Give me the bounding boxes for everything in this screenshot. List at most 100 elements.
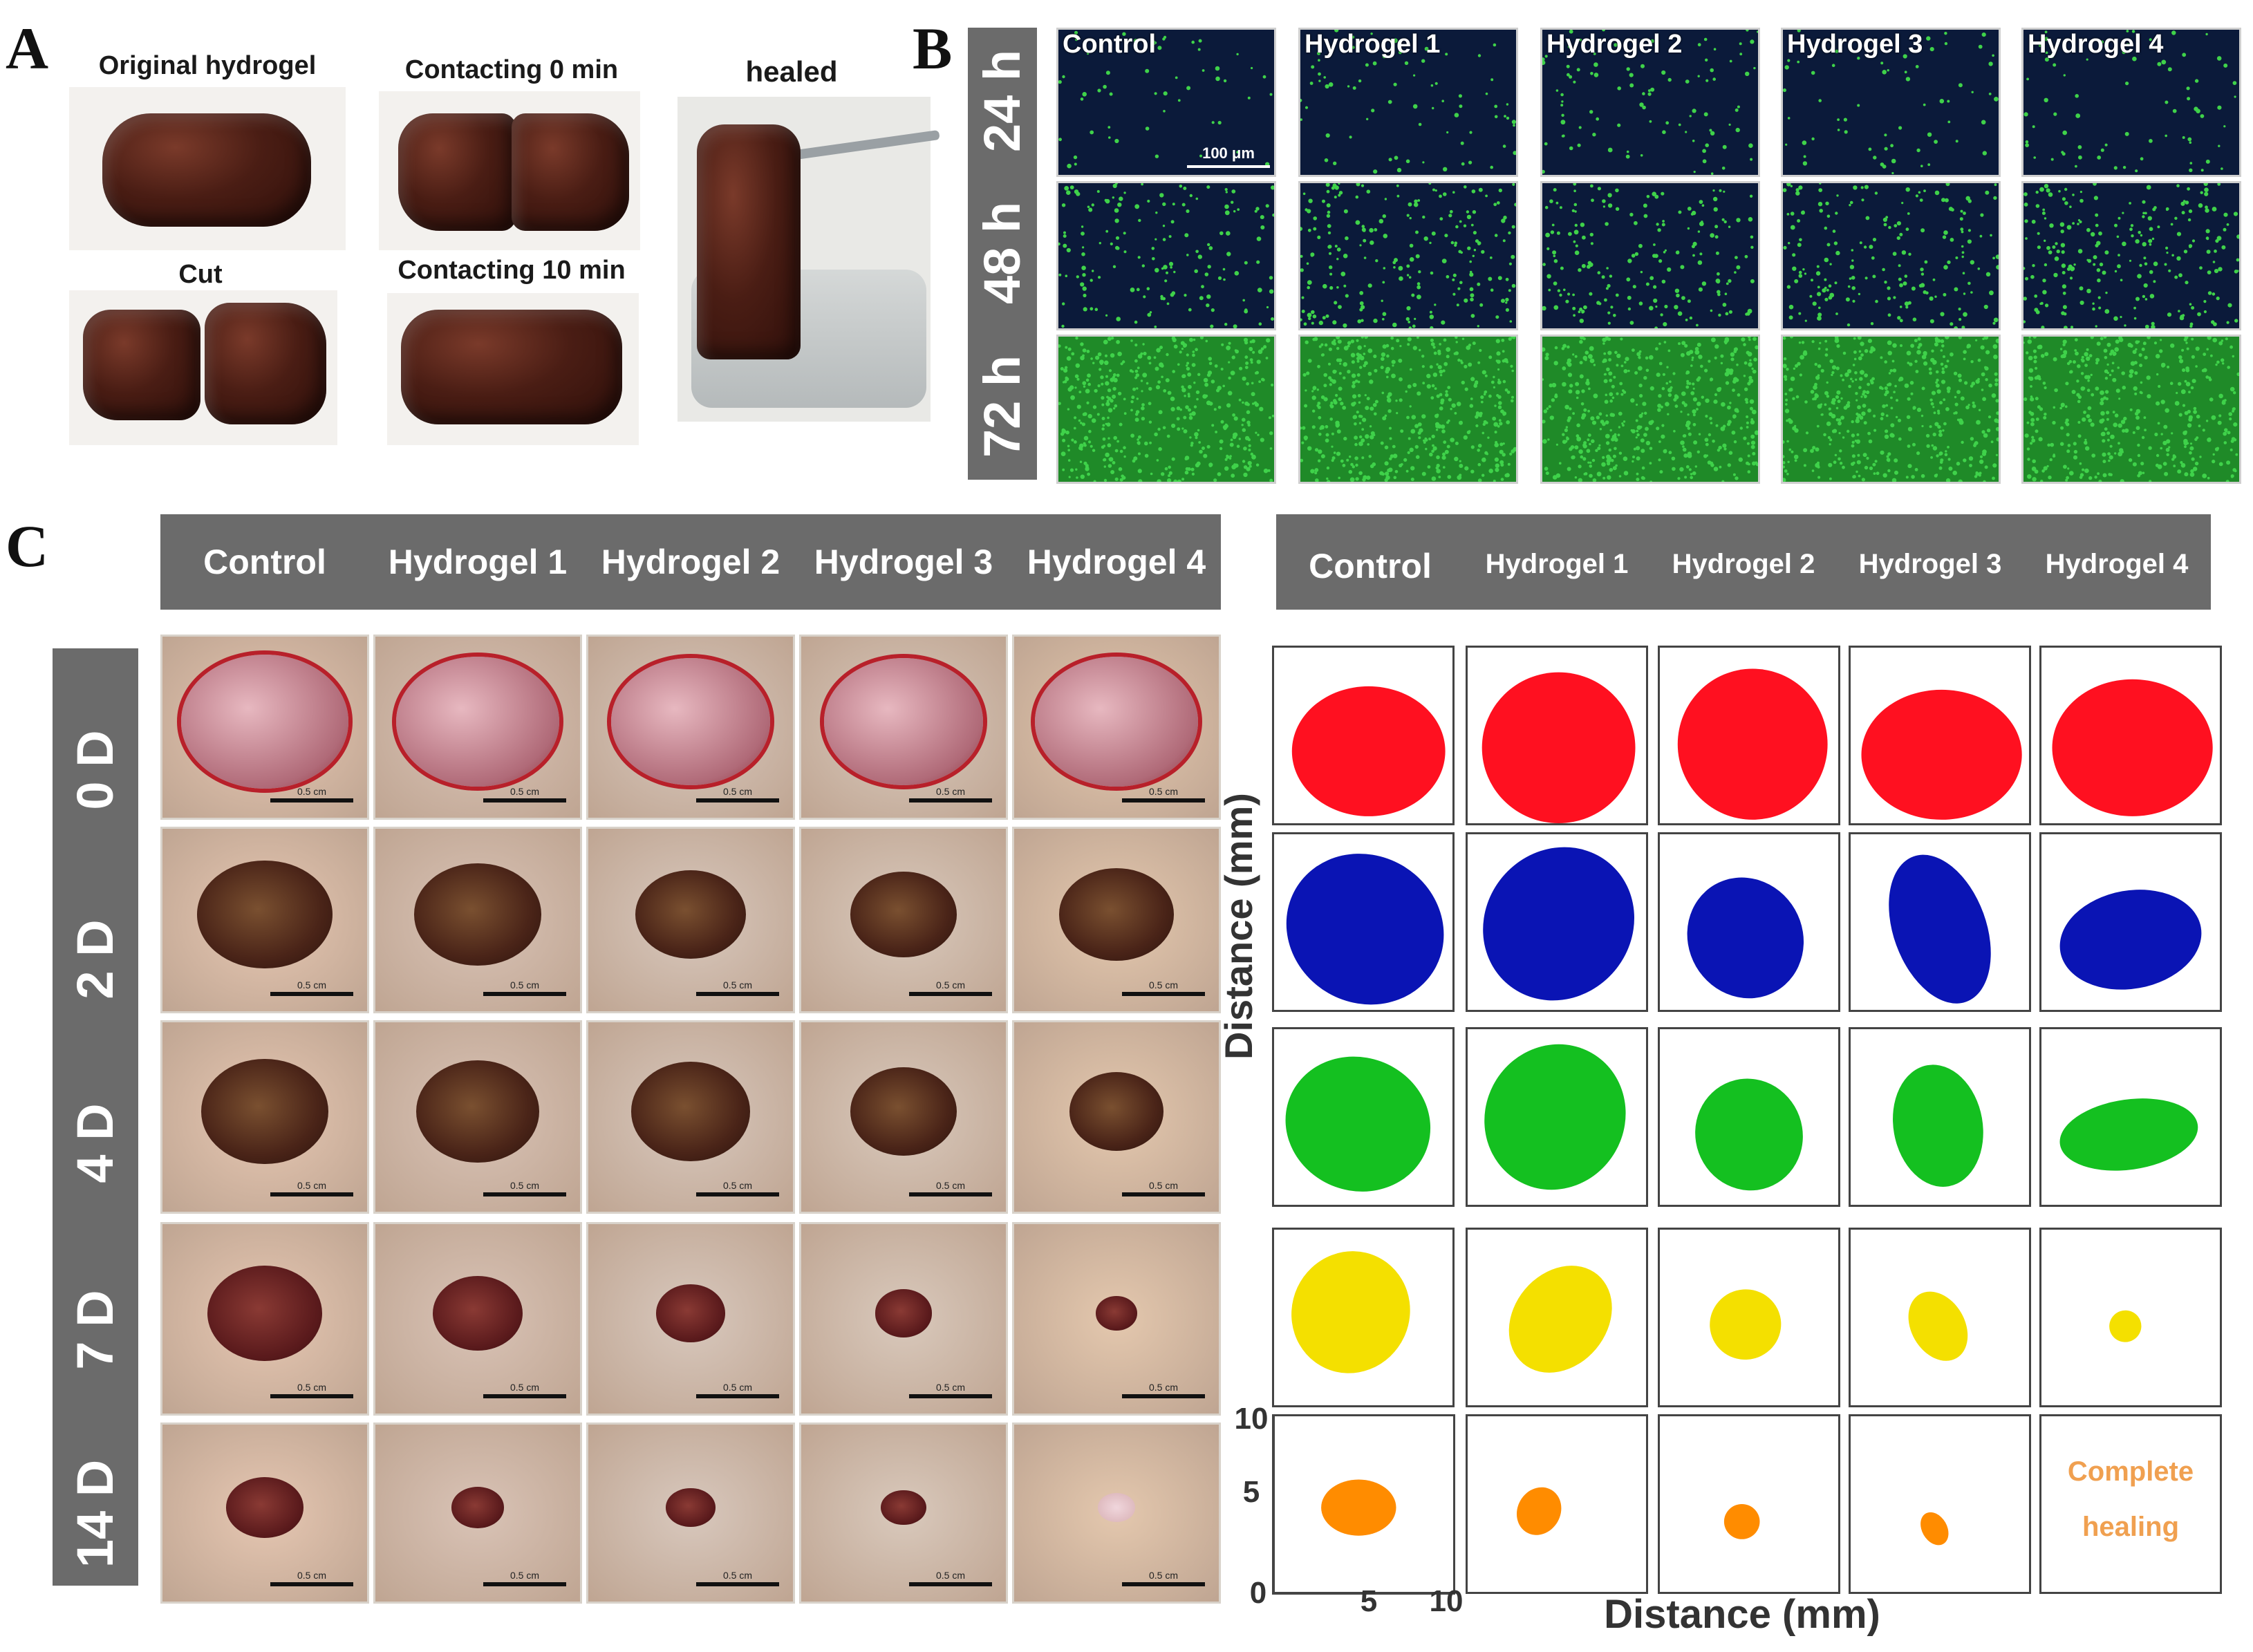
cell-dot <box>1562 344 1567 348</box>
cell-dot <box>1188 408 1191 412</box>
cell-dot <box>1920 473 1925 478</box>
cell-dot <box>1981 120 1986 125</box>
photo-original-hydrogel <box>69 87 346 250</box>
cell-dot <box>1322 283 1327 289</box>
cell-dot <box>1887 69 1889 72</box>
cell-dot <box>1989 290 1994 296</box>
cell-dot <box>1615 464 1618 467</box>
cell-dot <box>1075 38 1078 41</box>
cell-dot <box>1713 196 1718 202</box>
cell-dot <box>1312 315 1317 319</box>
cell-dot <box>1123 412 1127 415</box>
cell-dot <box>1423 236 1428 241</box>
cell-dot <box>1441 320 1446 325</box>
cell-dot <box>1338 397 1342 402</box>
cell-dot <box>1583 408 1587 412</box>
cell-dot <box>2189 324 2193 328</box>
cell-dot <box>2132 350 2137 355</box>
cell-dot <box>2097 472 2100 476</box>
cell-dot <box>1337 339 1342 344</box>
cell-dot <box>1244 366 1249 369</box>
cell-dot <box>1080 342 1084 346</box>
cell-dot <box>1120 362 1123 366</box>
cell-dot <box>2199 456 2202 458</box>
cell-dot <box>2159 349 2163 353</box>
cell-dot <box>1963 357 1966 361</box>
cell-dot <box>2037 344 2043 350</box>
cell-dot <box>2189 472 2195 477</box>
cell-dot <box>1307 285 1310 290</box>
cell-dot <box>1184 294 1187 297</box>
cell-dot <box>1092 449 1096 452</box>
cell-dot <box>1231 355 1235 359</box>
cell-dot <box>1061 429 1067 434</box>
cell-dot <box>2190 469 2194 473</box>
cell-dot <box>1818 99 1822 102</box>
cell-dot <box>1333 400 1338 405</box>
cell-dot <box>1440 424 1446 429</box>
cell-dot <box>1636 429 1639 433</box>
cell-dot <box>1090 444 1093 448</box>
cell-dot <box>1320 454 1325 459</box>
cell-dot <box>1639 394 1643 398</box>
cell-dot <box>1887 350 1892 356</box>
cell-dot <box>2090 422 2095 427</box>
cell-dot <box>1968 456 1974 461</box>
cell-dot <box>1511 254 1515 259</box>
cell-dot <box>1829 359 1834 364</box>
cell-dot <box>2179 359 2184 364</box>
cell-dot <box>1977 267 1981 270</box>
cell-dot <box>1979 459 1984 464</box>
cell-dot <box>2216 360 2220 364</box>
cell-dot <box>1753 66 1756 70</box>
cell-dot <box>1864 396 1867 399</box>
cell-dot <box>2226 321 2229 324</box>
cell-dot <box>1960 209 1963 213</box>
cell-dot <box>2030 411 2035 416</box>
cell-dot <box>1452 273 1457 277</box>
cell-dot <box>2198 203 2203 208</box>
x-axis-label: Distance (mm) <box>1604 1592 1880 1637</box>
wound-trace-shape <box>1889 854 1991 1004</box>
cell-dot <box>1414 199 1418 203</box>
cell-dot <box>2111 369 2114 373</box>
cell-dot <box>1409 447 1414 452</box>
cell-dot <box>2062 197 2066 201</box>
cell-dot <box>1075 468 1078 471</box>
cell-dot <box>1698 355 1703 359</box>
cell-dot <box>1186 209 1190 214</box>
cell-dot <box>1100 375 1104 379</box>
cell-dot <box>2062 343 2066 346</box>
cell-dot <box>1889 433 1894 438</box>
cell-dot <box>2187 97 2191 101</box>
cell-dot <box>1956 390 1961 394</box>
cell-dot <box>1073 426 1076 430</box>
cell-dot <box>1226 252 1231 256</box>
cell-dot <box>2052 245 2056 249</box>
cell-dot <box>1439 374 1443 377</box>
cell-dot <box>1107 464 1112 468</box>
cell-dot <box>1085 388 1090 394</box>
cell-dot <box>1589 442 1591 446</box>
cell-dot <box>2065 382 2069 386</box>
cell-dot <box>1661 424 1665 427</box>
cell-dot <box>1966 345 1970 349</box>
cell-dot <box>2087 406 2092 411</box>
cell-dot <box>1105 381 1110 386</box>
scale-bar <box>696 992 779 996</box>
scale-bar-label: 0.5 cm <box>1148 786 1178 797</box>
cell-dot <box>1629 212 1634 217</box>
cell-dot <box>1311 390 1314 393</box>
cell-dot <box>1901 250 1907 255</box>
cell-dot <box>1381 299 1383 302</box>
cell-dot <box>1358 79 1362 83</box>
cell-dot <box>1736 265 1741 270</box>
wound-trace-plot <box>2039 1027 2222 1207</box>
cell-dot <box>1721 402 1726 407</box>
cell-dot <box>1242 428 1246 432</box>
cell-dot <box>1323 384 1327 388</box>
cell-dot <box>1903 281 1907 286</box>
cell-dot <box>1335 393 1338 397</box>
cell-dot <box>1542 306 1546 311</box>
cell-dot <box>1795 364 1798 368</box>
